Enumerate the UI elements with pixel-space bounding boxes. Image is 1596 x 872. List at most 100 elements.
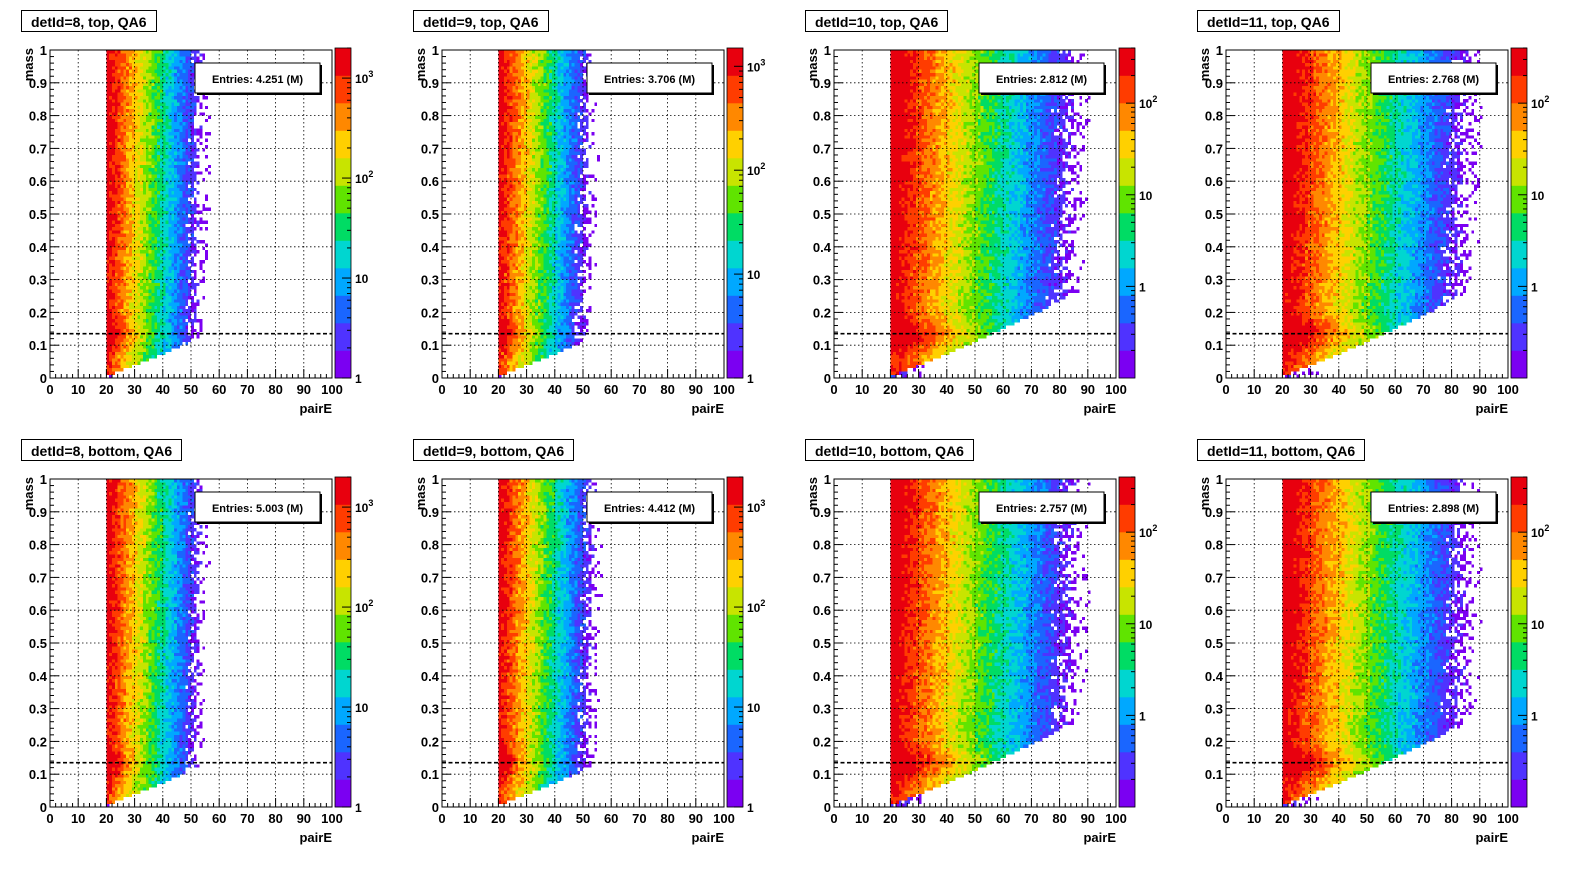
heatmap-cell — [106, 243, 110, 247]
heatmap-cell — [109, 345, 113, 349]
heatmap-cell — [106, 95, 110, 100]
heatmap-cell — [109, 325, 113, 329]
heatmap-cell — [109, 118, 113, 123]
heatmap-cell — [106, 66, 110, 70]
heatmap-cell — [109, 253, 113, 257]
heatmap-cell — [112, 89, 115, 93]
heatmap-cell — [106, 335, 110, 339]
heatmap-cell — [109, 269, 113, 274]
heatmap-cell — [114, 118, 118, 123]
heatmap-cell — [112, 194, 115, 198]
heatmap-cell — [114, 292, 118, 297]
heatmap-cell — [106, 230, 110, 234]
heatmap-cell — [114, 177, 118, 182]
heatmap-cell — [106, 59, 110, 64]
heatmap-cell — [114, 246, 118, 251]
heatmap-cell — [109, 132, 113, 136]
heatmap-cell — [106, 207, 110, 211]
heatmap-cell — [112, 56, 115, 60]
heatmap-cell — [109, 302, 113, 306]
heatmap-cell — [106, 240, 110, 244]
heatmap-cell — [106, 259, 110, 264]
heatmap-cell — [106, 253, 110, 257]
heatmap-cell — [112, 296, 115, 300]
heatmap-cell — [109, 82, 113, 87]
heatmap-cell — [114, 348, 118, 352]
heatmap-cell — [112, 220, 115, 224]
heatmap-cell — [106, 309, 110, 313]
heatmap-cell — [112, 371, 115, 375]
heatmap-cell — [114, 259, 118, 264]
heatmap-cell — [109, 181, 113, 185]
heatmap-cell — [114, 197, 118, 201]
heatmap-cell — [112, 223, 115, 228]
heatmap-cell — [106, 122, 110, 126]
heatmap-cell — [114, 214, 118, 218]
heatmap-cell — [112, 174, 115, 178]
heatmap-cell — [109, 371, 113, 375]
heatmap-cell — [112, 184, 115, 188]
heatmap-cell — [112, 240, 115, 244]
heatmap-cell — [109, 335, 113, 339]
heatmap-cell — [109, 187, 113, 192]
heatmap-cell — [114, 210, 118, 215]
heatmap-cell — [109, 184, 113, 188]
heatmap-cell — [112, 210, 115, 215]
heatmap-cell — [109, 154, 113, 159]
heatmap-cell — [114, 338, 118, 342]
heatmap-cell — [109, 217, 113, 221]
heatmap-cell — [114, 325, 118, 329]
heatmap-cell — [106, 279, 110, 283]
heatmap-cell — [112, 243, 115, 247]
heatmap-cell — [106, 273, 110, 277]
heatmap-cells — [106, 50, 211, 379]
heatmap-cell — [114, 230, 118, 234]
heatmap-cell — [106, 112, 110, 116]
heatmap-cell — [106, 50, 110, 54]
heatmap-cell — [106, 250, 110, 254]
heatmap-cell — [109, 200, 113, 205]
heatmap-cell — [106, 296, 110, 300]
heatmap-cell — [106, 368, 110, 372]
heatmap-cell — [106, 148, 110, 152]
heatmap-cell — [109, 194, 113, 198]
heatmap-cell — [109, 233, 113, 238]
heatmap-cell — [112, 200, 115, 205]
heatmap-cell — [106, 99, 110, 103]
heatmap-cell — [106, 128, 110, 133]
heatmap-cell — [112, 168, 115, 172]
heatmap-cell — [114, 289, 118, 293]
heatmap-cell — [106, 318, 110, 323]
heatmap-cell — [112, 102, 115, 106]
heatmap-cell — [106, 105, 110, 110]
heatmap-cell — [112, 256, 115, 260]
heatmap-cell — [109, 263, 113, 267]
heatmap-cell — [112, 279, 115, 283]
heatmap-cell — [109, 322, 113, 326]
heatmap-cell — [109, 328, 113, 333]
heatmap-cell — [106, 72, 110, 77]
heatmap-cell — [109, 296, 113, 300]
heatmap-cell — [114, 138, 118, 142]
heatmap-cell — [114, 200, 118, 205]
heatmap-cell — [109, 207, 113, 211]
heatmap-cell — [112, 112, 115, 116]
heatmap-cell — [106, 332, 110, 336]
heatmap-cell — [114, 345, 118, 349]
heatmap-cell — [106, 161, 110, 165]
heatmap-cell — [106, 220, 110, 224]
heatmap-cell — [114, 204, 118, 208]
heatmap-cell — [114, 191, 118, 195]
heatmap-cell — [114, 161, 118, 165]
heatmap-cell — [106, 135, 110, 139]
heatmap-cell — [114, 154, 118, 159]
heatmap-cell — [114, 135, 118, 139]
heatmap-cell — [112, 132, 115, 136]
heatmap-cell — [112, 351, 115, 356]
heatmap-cell — [106, 217, 110, 221]
heatmap-cell — [114, 151, 118, 156]
heatmap-cell — [106, 145, 110, 149]
heatmap-cell — [109, 227, 113, 231]
heatmap-cell — [112, 266, 115, 270]
heatmap-cell — [106, 181, 110, 185]
